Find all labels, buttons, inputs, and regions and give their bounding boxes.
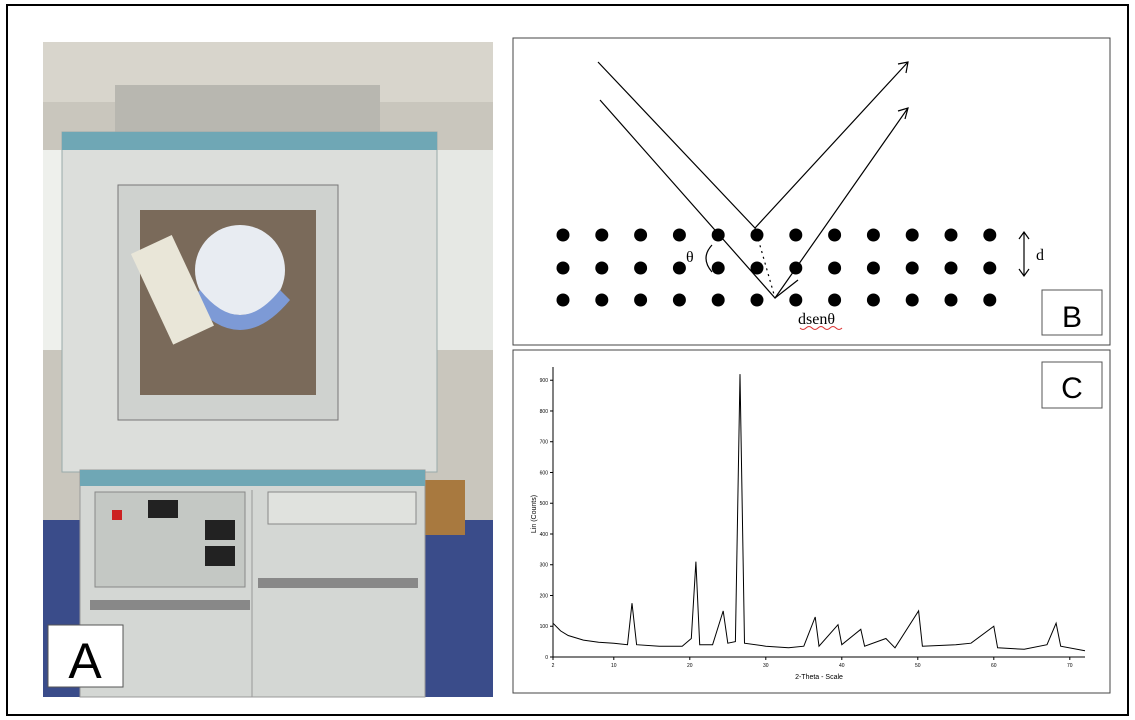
panel-c xyxy=(512,349,1111,694)
lattice-point xyxy=(944,228,958,242)
lattice-point xyxy=(789,228,803,242)
lattice-point xyxy=(828,293,842,307)
lattice-point xyxy=(828,261,842,275)
lattice-point xyxy=(789,293,803,307)
lattice-point xyxy=(711,261,725,275)
x-tick-label: 10 xyxy=(611,663,617,669)
panel-label-box xyxy=(1041,361,1103,409)
chart: 0 100 200 300 400 500 600 700 800 900 2 10 20 30 40 50 6… xyxy=(531,367,1086,681)
x-tick-label: 50 xyxy=(915,663,921,669)
x-axis-label: 2-Theta - Scale xyxy=(795,674,843,681)
photo xyxy=(43,42,493,698)
lattice-point xyxy=(634,228,648,242)
x-tick-label: 40 xyxy=(839,663,845,669)
lattice-point xyxy=(556,261,570,275)
panel-label-box xyxy=(1041,289,1103,336)
y-tick-label: 200 xyxy=(540,593,549,599)
lattice-point xyxy=(905,293,919,307)
panel-label: B xyxy=(1062,301,1082,334)
lattice-point xyxy=(944,293,958,307)
lattice xyxy=(556,228,997,307)
lattice-point xyxy=(672,293,686,307)
lattice-point xyxy=(828,228,842,242)
angle-label: θ xyxy=(686,249,694,266)
x-tick-label: 70 xyxy=(1067,663,1073,669)
lattice-point xyxy=(866,293,880,307)
y-tick-label: 100 xyxy=(540,624,549,630)
y-axis-label: Lin (Counts) xyxy=(531,495,538,533)
lattice-point xyxy=(672,228,686,242)
x-tick-label: 2 xyxy=(552,663,555,669)
y-tick-label: 700 xyxy=(540,440,549,446)
panel-b xyxy=(512,37,1111,346)
y-tick-label: 400 xyxy=(540,532,549,538)
lattice-point xyxy=(983,228,997,242)
lattice-point xyxy=(983,293,997,307)
y-tick-label: 500 xyxy=(540,501,549,507)
panel-label-box xyxy=(47,624,124,688)
y-tick-label: 800 xyxy=(540,409,549,415)
lattice-point xyxy=(905,261,919,275)
lattice-point xyxy=(634,261,648,275)
panel-label: A xyxy=(68,633,102,689)
y-tick-label: 900 xyxy=(540,378,549,384)
lattice-point xyxy=(595,261,609,275)
y-tick-label: 600 xyxy=(540,470,549,476)
x-tick-label: 20 xyxy=(687,663,693,669)
lattice-point xyxy=(595,228,609,242)
lattice-point xyxy=(866,228,880,242)
lattice-point xyxy=(672,261,686,275)
lattice-point xyxy=(595,293,609,307)
lattice-point xyxy=(905,228,919,242)
lattice-point xyxy=(711,293,725,307)
lattice-point xyxy=(750,261,764,275)
path-difference-label: dsenθ xyxy=(798,311,835,328)
x-tick-label: 60 xyxy=(991,663,997,669)
lattice-point xyxy=(983,261,997,275)
lattice-point xyxy=(556,293,570,307)
lattice-point xyxy=(634,293,648,307)
panel-label: C xyxy=(1061,372,1083,405)
diffraction-pattern xyxy=(552,374,1086,652)
lattice-point xyxy=(866,261,880,275)
y-tick-label: 0 xyxy=(545,655,548,661)
spacing-label: d xyxy=(1036,247,1044,264)
lattice-point xyxy=(556,228,570,242)
y-tick-label: 300 xyxy=(540,563,549,569)
rays xyxy=(597,61,1030,330)
lattice-point xyxy=(944,261,958,275)
x-tick-label: 30 xyxy=(763,663,769,669)
lattice-point xyxy=(750,293,764,307)
